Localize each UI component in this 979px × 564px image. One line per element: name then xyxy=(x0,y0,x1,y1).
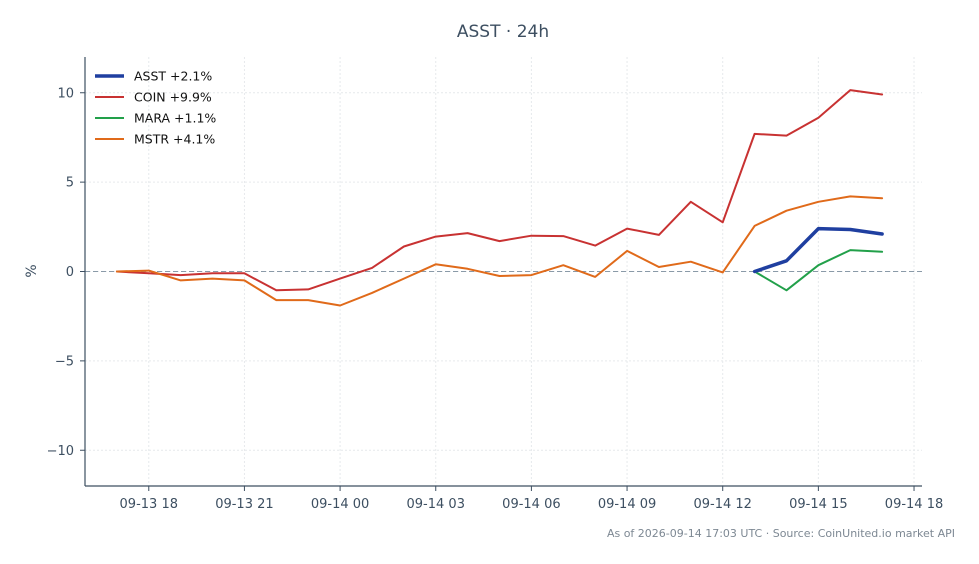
x-tick-label: 09-14 06 xyxy=(502,497,560,512)
x-tick-label: 09-14 18 xyxy=(885,497,943,512)
footer-source: As of 2026-09-14 17:03 UTC · Source: Coi… xyxy=(606,527,955,540)
y-axis-label: % xyxy=(24,264,40,277)
x-ticks: 09-13 18 09-13 21 09-14 00 09-14 03 09-14 06… xyxy=(120,486,943,512)
x-tick-label: 09-13 18 xyxy=(120,497,178,512)
x-tick-label: 09-14 12 xyxy=(693,497,751,512)
legend-label: ASST +2.1% xyxy=(134,69,212,84)
y-tick-label: −5 xyxy=(55,354,74,369)
series-line-mara xyxy=(753,249,884,292)
series-group xyxy=(115,89,884,307)
x-tick-label: 09-14 15 xyxy=(789,497,847,512)
x-tick-label: 09-14 03 xyxy=(407,497,465,512)
y-tick-label: −10 xyxy=(47,444,74,459)
x-tick-label: 09-14 00 xyxy=(311,497,369,512)
legend: ASST +2.1% COIN +9.9% MARA +1.1% MSTR +4.1% xyxy=(95,69,216,147)
legend-label: MSTR +4.1% xyxy=(134,132,215,147)
chart-title: ASST · 24h xyxy=(457,22,549,42)
y-tick-label: 0 xyxy=(66,265,74,280)
x-tick-label: 09-13 21 xyxy=(215,497,273,512)
y-ticks: −10 −5 0 5 10 xyxy=(47,86,85,459)
legend-label: COIN +9.9% xyxy=(134,90,212,105)
x-tick-label: 09-14 09 xyxy=(598,497,656,512)
series-line-asst xyxy=(752,226,884,274)
series-line-mstr xyxy=(115,195,884,307)
y-tick-label: 10 xyxy=(57,86,74,101)
series-line-coin xyxy=(115,89,884,292)
legend-label: MARA +1.1% xyxy=(134,111,216,126)
y-tick-label: 5 xyxy=(66,176,74,191)
